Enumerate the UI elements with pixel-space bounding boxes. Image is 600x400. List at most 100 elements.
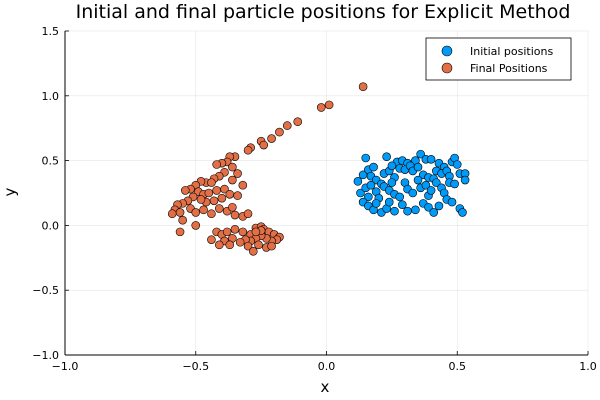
data-point bbox=[207, 235, 216, 244]
data-point bbox=[366, 180, 376, 190]
data-point bbox=[384, 197, 394, 207]
y-tick-label: 0.5 bbox=[42, 155, 60, 168]
y-tick-labels: −1.0 −0.5 0.0 0.5 1.0 1.5 bbox=[32, 25, 59, 362]
data-point bbox=[178, 215, 187, 225]
data-point bbox=[450, 179, 459, 189]
data-point bbox=[175, 227, 185, 237]
data-point bbox=[267, 241, 276, 251]
data-point bbox=[416, 149, 425, 159]
data-point bbox=[225, 240, 235, 250]
data-point bbox=[214, 240, 224, 250]
data-point bbox=[371, 199, 381, 208]
data-point bbox=[275, 127, 284, 137]
data-point bbox=[228, 202, 237, 212]
data-point bbox=[429, 208, 439, 217]
data-point bbox=[199, 205, 208, 215]
grid-lines bbox=[64, 30, 589, 356]
data-point bbox=[452, 160, 462, 169]
data-point bbox=[204, 188, 214, 198]
x-tick-label: 0.5 bbox=[449, 360, 467, 373]
y-tick-label: −0.5 bbox=[32, 284, 59, 297]
data-point bbox=[225, 189, 235, 199]
data-point bbox=[217, 193, 227, 203]
data-point bbox=[259, 140, 269, 150]
data-point bbox=[191, 208, 201, 217]
data-point bbox=[167, 209, 177, 219]
data-point bbox=[180, 186, 190, 195]
legend-label-initial: Initial positions bbox=[470, 45, 554, 58]
chart-title: Initial and final particle positions for… bbox=[76, 1, 571, 23]
data-point bbox=[413, 162, 423, 172]
data-point bbox=[403, 206, 412, 216]
legend-marker-final bbox=[441, 62, 453, 74]
data-point bbox=[324, 100, 334, 110]
data-point bbox=[235, 237, 245, 247]
data-point bbox=[212, 160, 221, 169]
data-point bbox=[228, 162, 237, 172]
series-final bbox=[167, 82, 368, 256]
data-point bbox=[413, 175, 423, 185]
data-point bbox=[207, 178, 216, 187]
data-point bbox=[369, 162, 378, 172]
data-point bbox=[238, 180, 248, 190]
data-point bbox=[382, 152, 391, 162]
data-point bbox=[361, 153, 371, 163]
y-tick-label: 0.0 bbox=[42, 219, 60, 232]
data-point bbox=[230, 210, 240, 220]
data-point bbox=[387, 161, 397, 171]
data-point bbox=[411, 205, 420, 215]
data-point bbox=[395, 192, 405, 202]
data-point bbox=[220, 184, 229, 194]
legend-marker-initial bbox=[441, 45, 453, 57]
data-point bbox=[251, 227, 261, 237]
data-point bbox=[293, 117, 303, 127]
data-point bbox=[196, 195, 206, 204]
data-point bbox=[248, 247, 258, 256]
legend: Initial positions Final Positions bbox=[425, 37, 572, 81]
x-axis-label: x bbox=[321, 378, 330, 396]
data-point bbox=[426, 155, 436, 164]
x-tick-label: 1.0 bbox=[579, 360, 597, 373]
data-points bbox=[167, 82, 470, 256]
data-point bbox=[243, 209, 253, 219]
data-point bbox=[424, 202, 433, 212]
data-point bbox=[387, 178, 397, 187]
data-point bbox=[230, 224, 240, 234]
x-tick-labels: −1.0 −0.5 0.0 0.5 1.0 bbox=[52, 360, 597, 373]
data-point bbox=[358, 82, 368, 92]
x-tick-label: −1.0 bbox=[52, 360, 79, 373]
y-tick-label: −1.0 bbox=[32, 349, 59, 362]
x-tick-label: −0.5 bbox=[182, 360, 209, 373]
data-point bbox=[175, 208, 185, 217]
data-point bbox=[458, 208, 467, 217]
x-tick-label: 0.0 bbox=[318, 360, 336, 373]
data-point bbox=[408, 188, 418, 198]
series-initial bbox=[353, 149, 470, 217]
axes bbox=[64, 30, 589, 356]
data-point bbox=[316, 103, 326, 112]
data-point bbox=[353, 177, 363, 186]
data-point bbox=[254, 240, 263, 250]
data-point bbox=[238, 227, 248, 237]
data-point bbox=[426, 186, 436, 195]
data-point bbox=[212, 186, 221, 195]
data-point bbox=[209, 196, 219, 206]
data-point bbox=[228, 175, 237, 185]
data-point bbox=[364, 192, 373, 202]
data-point bbox=[207, 209, 216, 219]
data-point bbox=[447, 197, 457, 207]
data-point bbox=[214, 204, 224, 213]
data-point bbox=[267, 134, 276, 143]
legend-box bbox=[425, 37, 572, 81]
data-point bbox=[191, 221, 201, 230]
data-point bbox=[222, 227, 232, 237]
data-point bbox=[421, 180, 431, 190]
legend-label-final: Final Positions bbox=[470, 62, 548, 75]
data-point bbox=[243, 145, 253, 155]
data-point bbox=[282, 121, 292, 130]
y-tick-label: 1.5 bbox=[42, 25, 60, 38]
y-tick-label: 1.0 bbox=[42, 90, 60, 103]
data-point bbox=[356, 188, 365, 198]
data-point bbox=[434, 201, 444, 211]
